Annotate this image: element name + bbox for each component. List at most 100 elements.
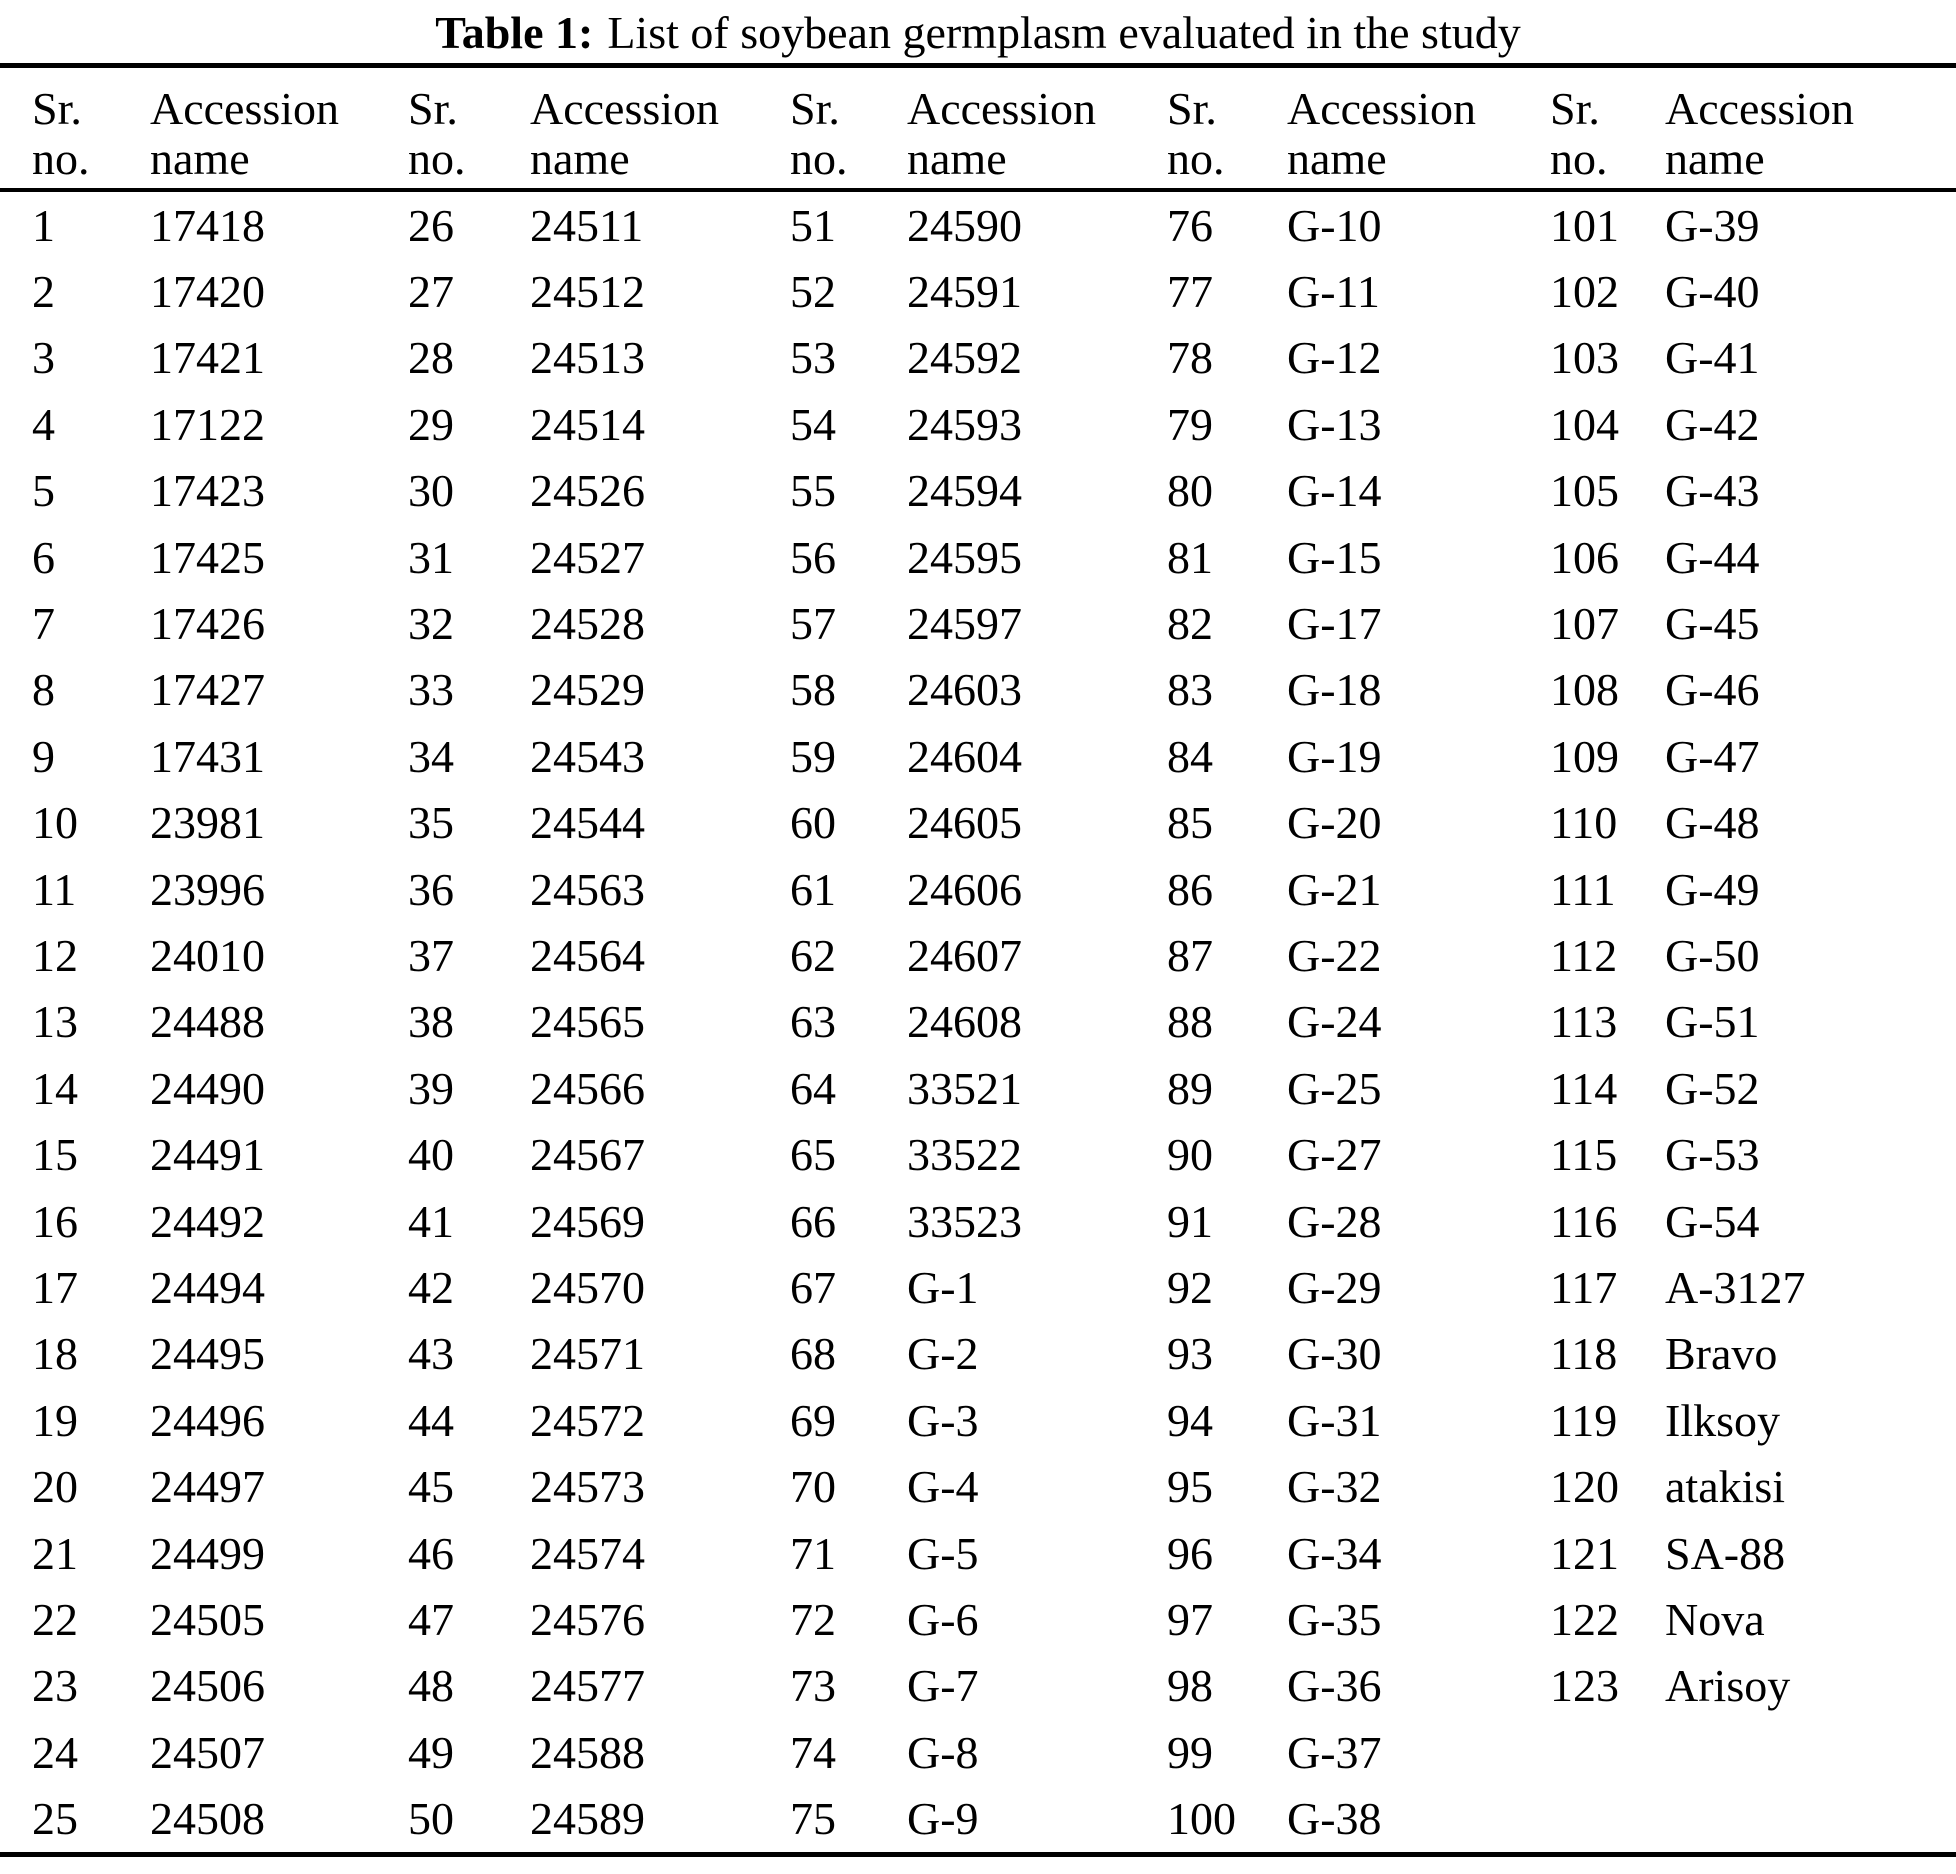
accession-name-cell: 24514: [530, 398, 645, 450]
accession-name-cell: 24576: [530, 1593, 645, 1645]
accession-name-cell: 24592: [907, 332, 1022, 384]
accession-name-cell: 24605: [907, 797, 1022, 849]
header-sr-no-cell: Sr. no.: [790, 84, 907, 184]
sr-no-cell: 118: [1550, 1328, 1618, 1380]
accession-name-cell: 23996: [150, 863, 265, 915]
body-pad-cell: [0, 1453, 32, 1519]
accession-name-cell: 24589: [530, 1793, 645, 1845]
sr-no-cell: 53: [790, 332, 836, 384]
accession-name-cell: G-18: [1287, 664, 1382, 716]
accession-name-cell: G-9: [907, 1793, 979, 1845]
header-accession-cell: Accession name: [1287, 84, 1550, 184]
body-pad-cell: [0, 657, 32, 723]
sr-no-cell: 120: [1550, 1461, 1619, 1513]
sr-no-cell: 11: [32, 863, 77, 915]
accession-name-cell: 24597: [907, 598, 1022, 650]
header-accession-cell: Accession name: [1665, 84, 1956, 184]
accession-name-cell: G-34: [1287, 1527, 1382, 1579]
header-accession-cell: Accession name: [907, 84, 1167, 184]
accession-name-cell: G-35: [1287, 1593, 1382, 1645]
accession-name-cell: 24570: [530, 1261, 645, 1313]
sr-no-cell: 122: [1550, 1593, 1619, 1645]
body-pad-cell: [0, 458, 32, 524]
header-sr-line2: no.: [1167, 133, 1225, 184]
sr-no-cell: 70: [790, 1461, 836, 1513]
accession-name-cell: 24608: [907, 996, 1022, 1048]
accession-name-cell: G-4: [907, 1461, 979, 1513]
accession-name-cell: 24526: [530, 465, 645, 517]
sr-no-cell: 89: [1167, 1062, 1213, 1114]
sr-no-cell: 107: [1550, 598, 1619, 650]
sr-no-cell: 49: [408, 1726, 454, 1778]
sr-no-cell: 7: [32, 598, 55, 650]
header-accession-line1: Accession: [1287, 83, 1477, 134]
sr-no-cell: 10: [32, 797, 78, 849]
body-pad-cell: [0, 856, 32, 922]
accession-name-cell: G-50: [1665, 929, 1760, 981]
sr-no-cell: 102: [1550, 266, 1619, 318]
accession-name-cell: G-47: [1665, 730, 1760, 782]
header-accession-cell: Accession name: [530, 84, 790, 184]
accession-name-cell: G-27: [1287, 1129, 1382, 1181]
body-pad-cell: [0, 192, 32, 258]
sr-no-cell: 109: [1550, 730, 1619, 782]
accession-name-cell: 24544: [530, 797, 645, 849]
accession-name-cell: G-32: [1287, 1461, 1382, 1513]
sr-no-cell: 112: [1550, 929, 1618, 981]
accession-name-cell: G-37: [1287, 1726, 1382, 1778]
accession-name-cell: G-20: [1287, 797, 1382, 849]
body-pad-cell: [0, 524, 32, 590]
header-sr-no-cell: Sr. no.: [1167, 84, 1287, 184]
body-pad-cell: [0, 1520, 32, 1586]
sr-no-cell: 17: [32, 1261, 78, 1313]
table-header-rule: [0, 188, 1956, 192]
body-pad-cell: [0, 325, 32, 391]
sr-no-cell: 79: [1167, 398, 1213, 450]
accession-name-cell: 17423: [150, 465, 265, 517]
accession-name-cell: 24567: [530, 1129, 645, 1181]
sr-no-cell: 48: [408, 1660, 454, 1712]
sr-no-cell: 96: [1167, 1527, 1213, 1579]
accession-name-cell: 24528: [530, 598, 645, 650]
accession-name-cell: Bravo: [1665, 1328, 1778, 1380]
sr-no-cell: 44: [408, 1394, 454, 1446]
sr-no-cell: 97: [1167, 1593, 1213, 1645]
sr-no-cell: 24: [32, 1726, 78, 1778]
body-pad-cell: [0, 1121, 32, 1187]
sr-no-cell: 104: [1550, 398, 1619, 450]
accession-name-cell: 24573: [530, 1461, 645, 1513]
sr-no-cell: 74: [790, 1726, 836, 1778]
sr-no-cell: 21: [32, 1527, 78, 1579]
body-pad-cell: [0, 1055, 32, 1121]
body-pad-cell: [0, 922, 32, 988]
header-sr-line1: Sr.: [790, 83, 840, 134]
sr-no-cell: 115: [1550, 1129, 1618, 1181]
accession-name-cell: G-48: [1665, 797, 1760, 849]
accession-name-cell: G-40: [1665, 266, 1760, 318]
sr-no-cell: 121: [1550, 1527, 1619, 1579]
sr-no-cell: 47: [408, 1593, 454, 1645]
accession-name-cell: 24574: [530, 1527, 645, 1579]
sr-no-cell: 29: [408, 398, 454, 450]
accession-name-cell: 24508: [150, 1793, 265, 1845]
accession-name-cell: 17418: [150, 199, 265, 251]
sr-no-cell: 73: [790, 1660, 836, 1712]
sr-no-cell: 59: [790, 730, 836, 782]
accession-name-cell: G-24: [1287, 996, 1382, 1048]
accession-name-cell: 24511: [530, 199, 644, 251]
accession-name-cell: 24497: [150, 1461, 265, 1513]
accession-name-cell: 24588: [530, 1726, 645, 1778]
accession-name-cell: 17427: [150, 664, 265, 716]
sr-no-cell: 5: [32, 465, 55, 517]
sr-no-cell: 1: [32, 199, 55, 251]
accession-name-cell: G-3: [907, 1394, 979, 1446]
sr-no-cell: 23: [32, 1660, 78, 1712]
accession-name-cell: 24566: [530, 1062, 645, 1114]
header-sr-no-cell: Sr. no.: [32, 84, 150, 184]
sr-no-cell: 38: [408, 996, 454, 1048]
sr-no-cell: 40: [408, 1129, 454, 1181]
sr-no-cell: 103: [1550, 332, 1619, 384]
sr-no-cell: 30: [408, 465, 454, 517]
sr-no-cell: 90: [1167, 1129, 1213, 1181]
accession-name-cell: 24607: [907, 929, 1022, 981]
